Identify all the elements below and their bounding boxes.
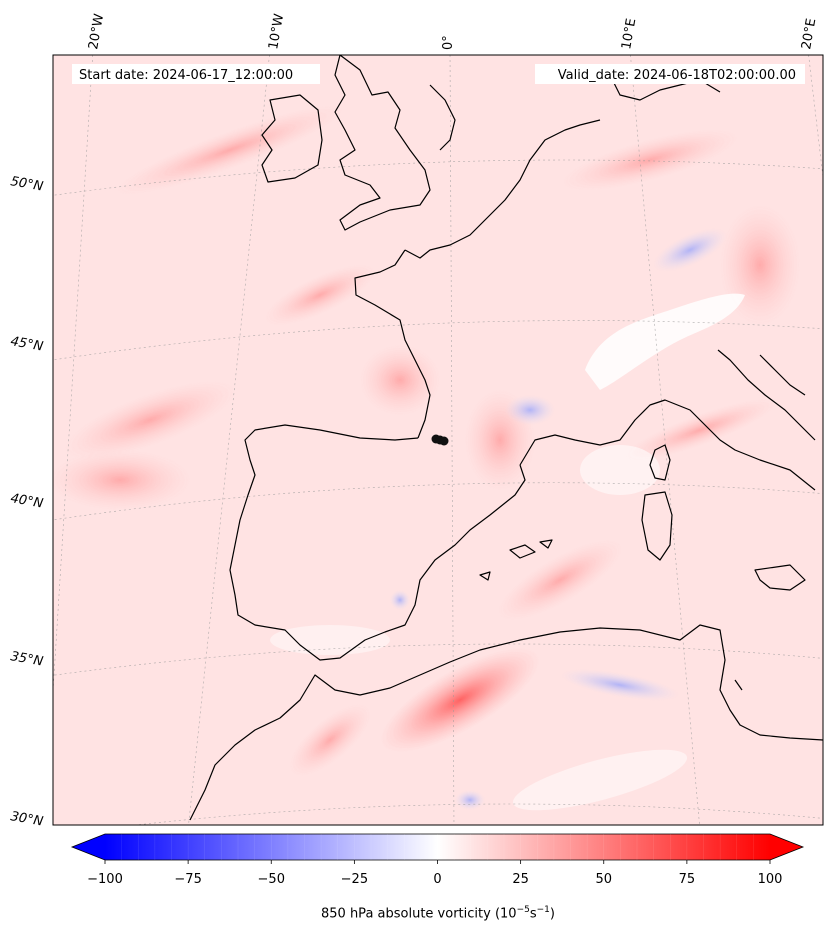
- map-frame: [52, 54, 824, 826]
- lat-label-40n: 40°N: [9, 491, 44, 512]
- map-panel: [53, 55, 823, 825]
- colorbar-tick-label: 100: [757, 872, 783, 887]
- storm-marker: [431, 434, 449, 446]
- colorbar-tick-label: 0: [433, 872, 442, 887]
- valid-date-box: [535, 64, 805, 84]
- lat-label-35n: 35°N: [9, 649, 44, 670]
- colorbar-min-extension: [72, 834, 105, 860]
- colorbar-ticks: [104, 834, 771, 864]
- colorbar-tick-label: −75: [174, 872, 202, 887]
- lon-label-10w: 10°W: [266, 13, 287, 51]
- sicily: [754, 564, 806, 591]
- corsica: [649, 444, 671, 481]
- start-date-box: [72, 64, 320, 84]
- valid-date-label: Valid_date: 2024-06-18T02:00:00.00: [558, 68, 796, 83]
- colorbar-gradient: [105, 834, 770, 860]
- north-sea-coast: [429, 84, 456, 151]
- colorbar-tick-label: 75: [678, 872, 696, 887]
- coastlines: [189, 55, 823, 821]
- mediterranean-north-coast: [519, 399, 816, 491]
- colorbar-tick-label: 25: [512, 872, 529, 887]
- lon-label-20w: 20°W: [86, 13, 107, 51]
- lon-label-20e: 20°E: [799, 17, 819, 50]
- lat-label-45n: 45°N: [9, 334, 44, 355]
- colorbar: [70, 833, 805, 864]
- lat-label-30n: 30°N: [9, 809, 44, 830]
- lat-label-50n: 50°N: [9, 174, 44, 195]
- start-date-label: Start date: 2024-06-17_12:00:00: [79, 68, 293, 83]
- latitude-labels: 50°N 45°N 40°N 35°N 30°N: [9, 174, 44, 830]
- colorbar-tick-label: −25: [340, 872, 369, 887]
- lon-label-0: 0°: [441, 35, 456, 50]
- graticule: [53, 55, 823, 825]
- adriatic-coast: [717, 349, 816, 441]
- colorbar-tick-label: −100: [87, 872, 123, 887]
- france-coast: [354, 249, 431, 439]
- vorticity-field: [53, 105, 800, 811]
- continent-north-coast: [404, 119, 601, 259]
- lon-label-10e: 10°E: [619, 17, 639, 50]
- ireland-coast: [261, 94, 323, 183]
- longitude-labels: 20°W 10°W 0° 10°E 20°E: [86, 13, 819, 51]
- colorbar-max-extension: [770, 834, 803, 860]
- colorbar-tick-label: 50: [595, 872, 613, 887]
- balearic-islands: [479, 539, 553, 581]
- colorbar-title: 850 hPa absolute vorticity (10−5s−1): [321, 905, 555, 922]
- colorbar-tick-label: −50: [257, 872, 285, 887]
- iberia-coast: [229, 424, 526, 661]
- sardinia: [641, 491, 673, 561]
- north-africa-coast: [189, 624, 823, 821]
- britain-coast: [334, 55, 431, 231]
